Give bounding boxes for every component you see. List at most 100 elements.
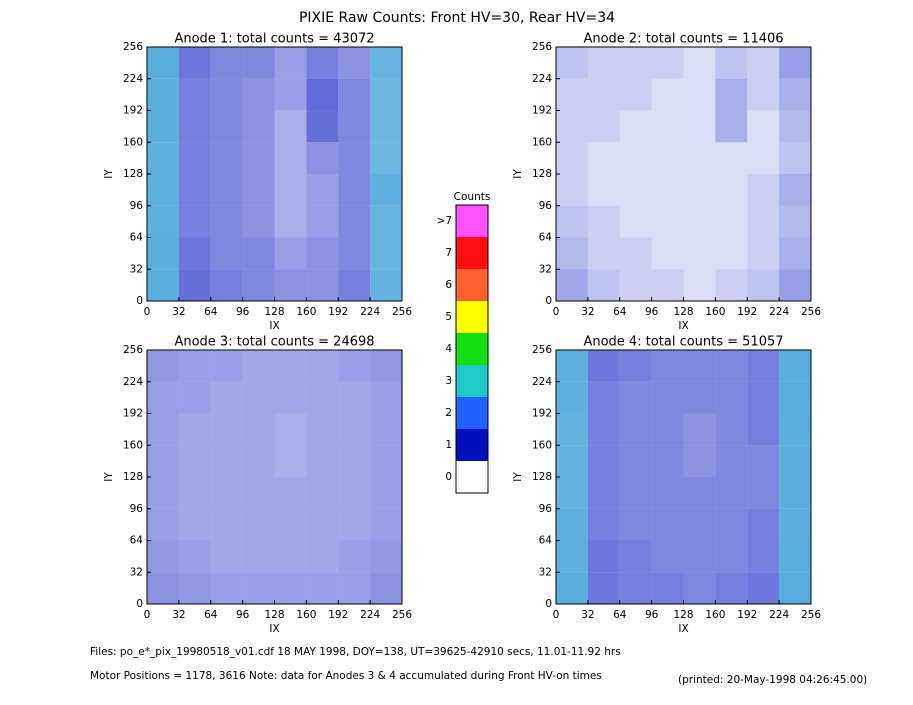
heat-cell	[779, 413, 811, 446]
heat-cell	[210, 205, 243, 238]
heat-cell	[779, 110, 811, 143]
heat-cell	[715, 540, 748, 573]
heat-cell	[556, 205, 588, 238]
heat-cell	[306, 350, 339, 382]
heat-cell	[747, 205, 780, 238]
colorbar-label: 1	[445, 439, 452, 451]
y-tick-label: 224	[532, 73, 552, 85]
heat-cell	[338, 445, 371, 477]
heat-cell	[306, 78, 339, 111]
y-tick-label: 192	[123, 408, 143, 420]
heat-cell	[274, 413, 307, 446]
colorbar-swatch	[456, 461, 488, 493]
x-tick-label: 160	[296, 306, 316, 318]
heat-cell	[370, 47, 402, 79]
heat-cell	[747, 110, 780, 143]
heat-cell	[619, 477, 652, 509]
heat-cell	[619, 445, 652, 477]
heat-cell	[178, 205, 211, 238]
panel-title: Anode 1: total counts = 43072	[174, 32, 374, 47]
heat-cell	[587, 142, 620, 174]
heat-cell	[619, 350, 652, 382]
heat-cell	[715, 237, 748, 270]
heat-cell	[210, 477, 243, 509]
heat-cell	[747, 174, 780, 206]
x-tick-label: 0	[553, 306, 560, 318]
heat-cell	[747, 142, 780, 174]
colorbar-label: 5	[445, 311, 452, 323]
colorbar-swatch	[456, 429, 488, 461]
heat-cell	[587, 174, 620, 206]
heat-cell	[147, 508, 179, 541]
heat-cell	[587, 477, 620, 509]
heat-cell	[779, 572, 811, 604]
heat-cell	[338, 477, 371, 509]
heat-cell	[556, 445, 588, 477]
heat-cell	[556, 78, 588, 111]
heat-cell	[651, 237, 684, 270]
heat-cell	[715, 572, 748, 604]
heat-cell	[274, 174, 307, 206]
heat-cell	[338, 78, 371, 111]
heat-cell	[338, 508, 371, 541]
x-axis-label: IX	[269, 623, 279, 635]
heat-cell	[779, 540, 811, 573]
heat-cell	[147, 445, 179, 477]
colorbar-frame	[455, 204, 489, 494]
heat-cell	[147, 350, 179, 382]
heat-cell	[715, 110, 748, 143]
heat-cell	[619, 269, 652, 301]
heat-cell	[274, 381, 307, 414]
heat-cell	[747, 237, 780, 270]
y-axis-label: IY	[103, 472, 115, 482]
heat-cell	[370, 445, 402, 477]
heat-cell	[178, 47, 211, 79]
heat-cell	[338, 142, 371, 174]
y-tick-label: 0	[136, 598, 143, 610]
heat-cell	[178, 540, 211, 573]
heat-cell	[747, 477, 780, 509]
x-tick-label: 96	[236, 306, 250, 318]
heat-cell	[178, 572, 211, 604]
x-tick-label: 192	[328, 609, 348, 621]
heat-cell	[210, 572, 243, 604]
heat-cell	[556, 540, 588, 573]
x-tick-label: 128	[264, 609, 284, 621]
x-tick-label: 160	[296, 609, 316, 621]
heat-cell	[683, 572, 716, 604]
heat-cell	[556, 572, 588, 604]
heat-cell	[178, 477, 211, 509]
heat-cell	[779, 445, 811, 477]
heat-cell	[306, 142, 339, 174]
colorbar-swatch	[456, 397, 488, 429]
heat-cell	[147, 174, 179, 206]
heat-cell	[587, 572, 620, 604]
heat-cell	[715, 205, 748, 238]
heat-cell	[147, 540, 179, 573]
heat-cell	[306, 540, 339, 573]
heat-cell	[619, 413, 652, 446]
heat-cell	[651, 142, 684, 174]
heat-cell	[338, 381, 371, 414]
heat-cell	[619, 142, 652, 174]
heat-cell	[587, 445, 620, 477]
heat-cell	[147, 381, 179, 414]
heat-cell	[370, 350, 402, 382]
heat-cell	[683, 47, 716, 79]
heat-cell	[715, 445, 748, 477]
footer-printed: (printed: 20-May-1998 04:26:45.00)	[678, 674, 867, 686]
heat-cell	[651, 78, 684, 111]
heat-cell	[242, 78, 275, 111]
y-tick-label: 128	[532, 471, 552, 483]
y-tick-label: 256	[123, 344, 143, 356]
x-tick-label: 64	[613, 306, 627, 318]
x-tick-label: 64	[613, 609, 627, 621]
heat-cell	[619, 110, 652, 143]
heat-cell	[274, 445, 307, 477]
y-tick-label: 128	[532, 168, 552, 180]
x-tick-label: 128	[673, 609, 693, 621]
heat-cell	[715, 381, 748, 414]
x-tick-label: 256	[801, 306, 821, 318]
heat-cell	[338, 174, 371, 206]
heat-cell	[338, 205, 371, 238]
